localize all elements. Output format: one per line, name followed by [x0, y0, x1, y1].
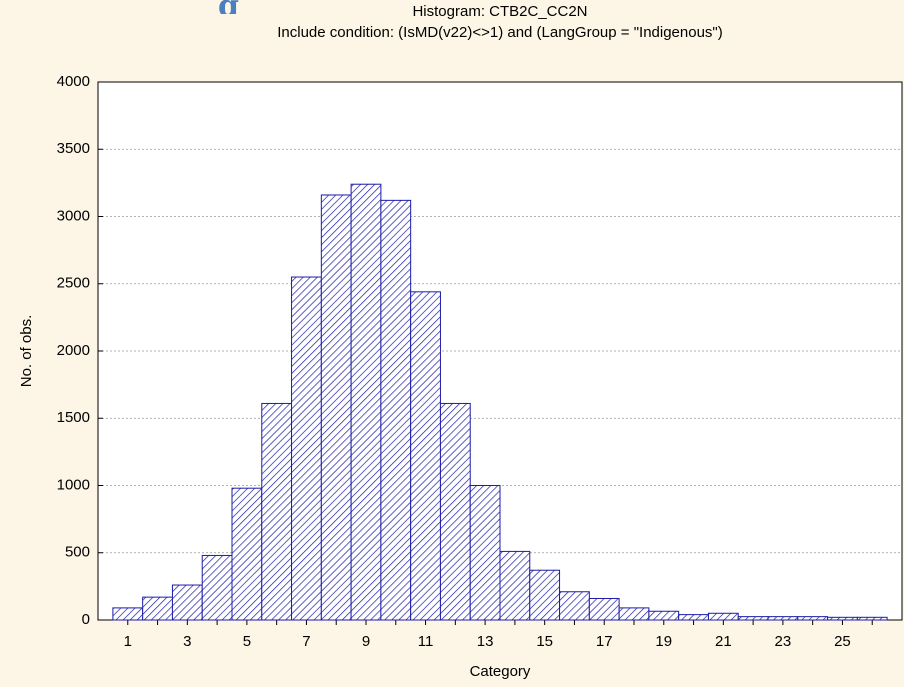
bar — [469, 485, 501, 621]
bar — [410, 291, 441, 621]
y-axis-label: No. of obs. — [18, 315, 35, 388]
bar — [618, 607, 650, 621]
bar — [529, 569, 561, 621]
bar — [291, 276, 322, 621]
bar — [112, 607, 144, 621]
x-tick-label: 13 — [477, 633, 494, 650]
bar — [499, 550, 531, 621]
bar — [737, 616, 769, 621]
x-tick-label: 5 — [243, 633, 251, 650]
bar — [201, 554, 233, 621]
bar — [171, 584, 203, 621]
y-tick-label: 4000 — [57, 73, 90, 90]
bar — [439, 402, 471, 621]
bar — [559, 591, 590, 621]
chart-title: Histogram: CTB2C_CC2N — [412, 3, 587, 20]
bar — [827, 616, 858, 621]
bar — [261, 402, 293, 621]
bar — [320, 194, 352, 621]
y-tick-label: 500 — [65, 544, 90, 561]
y-tick-label: 2500 — [57, 275, 90, 292]
bar — [678, 614, 709, 621]
x-tick-label: 9 — [362, 633, 370, 650]
x-axis-label: Category — [470, 663, 531, 680]
x-tick-label: 19 — [655, 633, 672, 650]
y-tick-label: 2000 — [57, 342, 90, 359]
x-tick-label: 17 — [596, 633, 613, 650]
bar — [142, 596, 173, 621]
bar — [856, 616, 888, 621]
y-tick-label: 3500 — [57, 140, 90, 157]
bar — [648, 610, 680, 621]
bar — [588, 597, 620, 621]
bar — [797, 616, 829, 621]
bar — [767, 616, 799, 621]
bar — [350, 183, 382, 621]
x-tick-label: 7 — [302, 633, 310, 650]
x-tick-label: 15 — [536, 633, 553, 650]
bar — [231, 487, 263, 621]
x-tick-label: 25 — [834, 633, 851, 650]
x-tick-label: 11 — [418, 633, 434, 650]
bar — [707, 612, 739, 621]
y-tick-label: 0 — [82, 611, 90, 628]
heading-fragment: g — [218, 0, 239, 24]
x-tick-label: 1 — [124, 633, 132, 650]
x-tick-label: 23 — [775, 633, 792, 650]
y-tick-label: 3000 — [57, 207, 90, 224]
bar — [380, 199, 412, 621]
x-tick-label: 21 — [715, 633, 732, 650]
chart-subtitle: Include condition: (IsMD(v22)<>1) and (L… — [277, 24, 723, 41]
x-tick-label: 3 — [183, 633, 191, 650]
y-tick-label: 1500 — [57, 409, 90, 426]
y-tick-label: 1000 — [57, 476, 90, 493]
